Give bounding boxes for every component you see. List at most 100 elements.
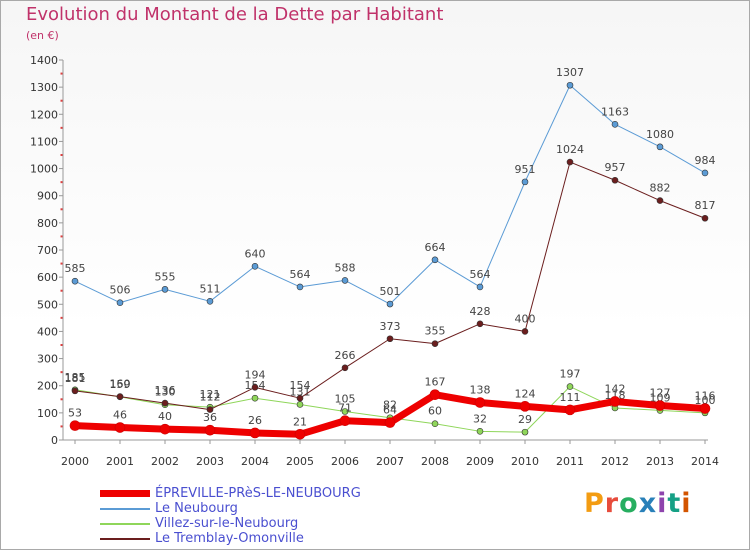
data-label: 26 [248, 414, 262, 427]
data-point [476, 283, 484, 291]
x-tick-label: 2000 [61, 455, 89, 468]
data-label: 142 [605, 382, 626, 395]
x-tick-label: 2002 [151, 455, 179, 468]
data-point [116, 299, 124, 306]
data-label: 181 [65, 372, 86, 385]
x-tick-label: 2012 [601, 455, 629, 468]
logo-letter: o [619, 488, 639, 519]
data-label: 664 [425, 241, 446, 254]
data-label: 400 [515, 312, 536, 325]
data-point [161, 286, 169, 293]
data-label: 53 [68, 407, 82, 420]
data-point [341, 364, 349, 372]
x-tick-label: 2008 [421, 455, 449, 468]
y-tick-label: 700 [37, 244, 58, 257]
data-label: 64 [383, 404, 397, 417]
y-minor-tick [60, 289, 63, 292]
data-label: 506 [110, 284, 131, 297]
data-label: 138 [470, 384, 491, 397]
data-point [296, 283, 304, 291]
data-label: 167 [425, 376, 446, 389]
data-label: 124 [515, 387, 536, 400]
data-label: 197 [560, 368, 581, 381]
chart-title: Evolution du Montant de la Dette par Hab… [26, 4, 444, 25]
logo-letter: i [657, 488, 668, 519]
data-label: 136 [155, 384, 176, 397]
data-point [69, 420, 81, 431]
data-point [341, 277, 349, 284]
data-label: 1163 [601, 105, 629, 118]
y-tick-label: 1100 [30, 135, 58, 148]
x-tick-label: 2006 [331, 455, 359, 468]
data-point [476, 428, 484, 435]
legend-label: Villez-sur-le-Neubourg [155, 516, 299, 531]
y-minor-tick [60, 154, 63, 156]
data-label: 564 [290, 268, 311, 281]
y-tick-label: 1300 [30, 81, 58, 94]
data-point [699, 403, 711, 414]
data-point [476, 320, 484, 328]
x-tick-label: 2010 [511, 455, 539, 468]
data-point [474, 397, 486, 408]
x-tick-label: 2009 [466, 455, 494, 468]
data-point [114, 422, 126, 433]
y-tick-label: 100 [37, 407, 58, 420]
data-label: 501 [380, 285, 401, 298]
legend-swatch [100, 538, 150, 540]
data-point [71, 387, 79, 395]
data-label: 40 [158, 410, 172, 423]
legend-label: ÉPREVILLE-PRèS-LE-NEUBOURG [155, 486, 361, 501]
y-minor-tick [60, 262, 63, 265]
legend-swatch [100, 523, 150, 525]
x-tick-label: 2003 [196, 455, 224, 468]
legend-swatch [100, 508, 150, 510]
data-point [656, 197, 664, 204]
data-point [566, 81, 574, 89]
data-point [161, 399, 169, 407]
data-point [206, 297, 214, 305]
data-point [116, 393, 124, 400]
data-label: 36 [203, 411, 217, 424]
data-point [611, 176, 619, 184]
y-minor-tick [60, 235, 63, 238]
data-label: 71 [338, 402, 352, 415]
data-point [429, 389, 441, 400]
data-point [701, 169, 709, 177]
y-minor-tick [60, 398, 63, 401]
data-point [656, 143, 664, 151]
data-point [431, 340, 439, 347]
legend-label: Le Neubourg [155, 501, 238, 516]
data-label: 160 [110, 378, 131, 391]
data-point [431, 256, 439, 264]
x-tick-label: 2011 [556, 455, 584, 468]
y-minor-tick [60, 72, 63, 75]
y-minor-tick [60, 99, 63, 102]
data-label: 82 [383, 399, 397, 412]
y-tick-label: 900 [37, 190, 58, 203]
data-label: 555 [155, 270, 176, 283]
y-minor-tick [60, 181, 63, 184]
data-label: 46 [113, 409, 127, 422]
data-label: 185 [65, 371, 86, 384]
data-label: 1024 [556, 143, 584, 156]
x-tick-label: 2004 [241, 455, 269, 468]
y-tick-label: 200 [37, 380, 58, 393]
data-label: 154 [290, 379, 311, 392]
y-minor-tick [60, 126, 63, 129]
x-tick-label: 2005 [286, 455, 314, 468]
y-tick-label: 1200 [30, 108, 58, 121]
data-label: 100 [695, 394, 716, 407]
data-label: 29 [518, 413, 532, 426]
data-label: 817 [695, 199, 716, 212]
logo-letter: t [667, 488, 682, 519]
x-tick-label: 2013 [646, 455, 674, 468]
data-point [204, 424, 216, 436]
y-tick-label: 1000 [30, 163, 58, 176]
data-label: 127 [650, 387, 671, 400]
logo-letter: P [584, 488, 605, 519]
y-minor-tick [60, 316, 63, 319]
data-label: 130 [155, 386, 176, 399]
data-point [341, 408, 349, 415]
data-label: 116 [695, 390, 716, 403]
data-point [654, 400, 666, 411]
